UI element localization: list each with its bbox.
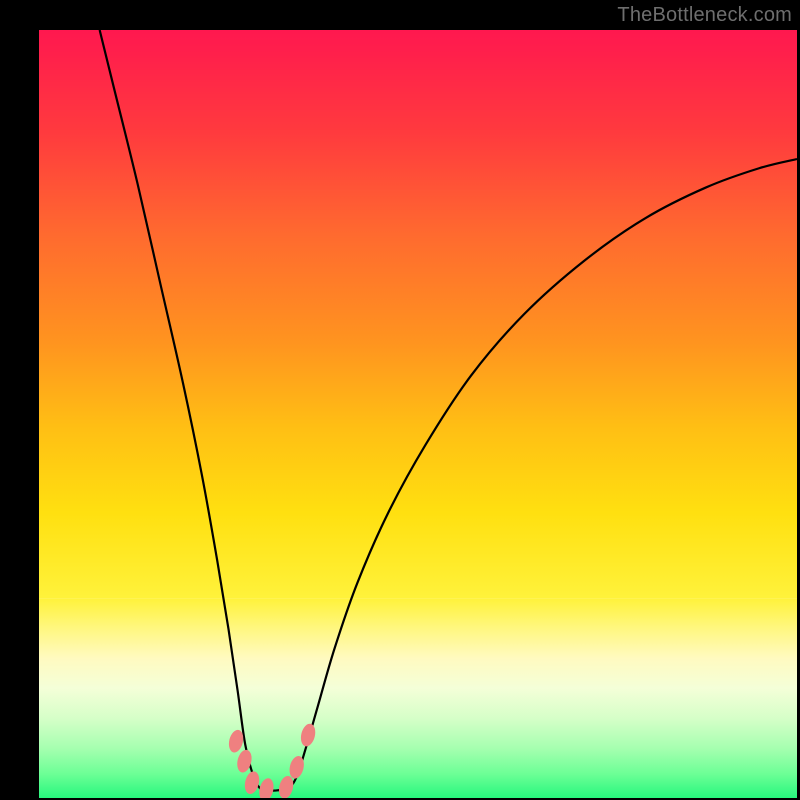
plot-area bbox=[39, 30, 797, 798]
bottleneck-chart bbox=[39, 30, 797, 798]
page-frame: TheBottleneck.com bbox=[0, 0, 800, 800]
watermark-label: TheBottleneck.com bbox=[617, 4, 792, 27]
